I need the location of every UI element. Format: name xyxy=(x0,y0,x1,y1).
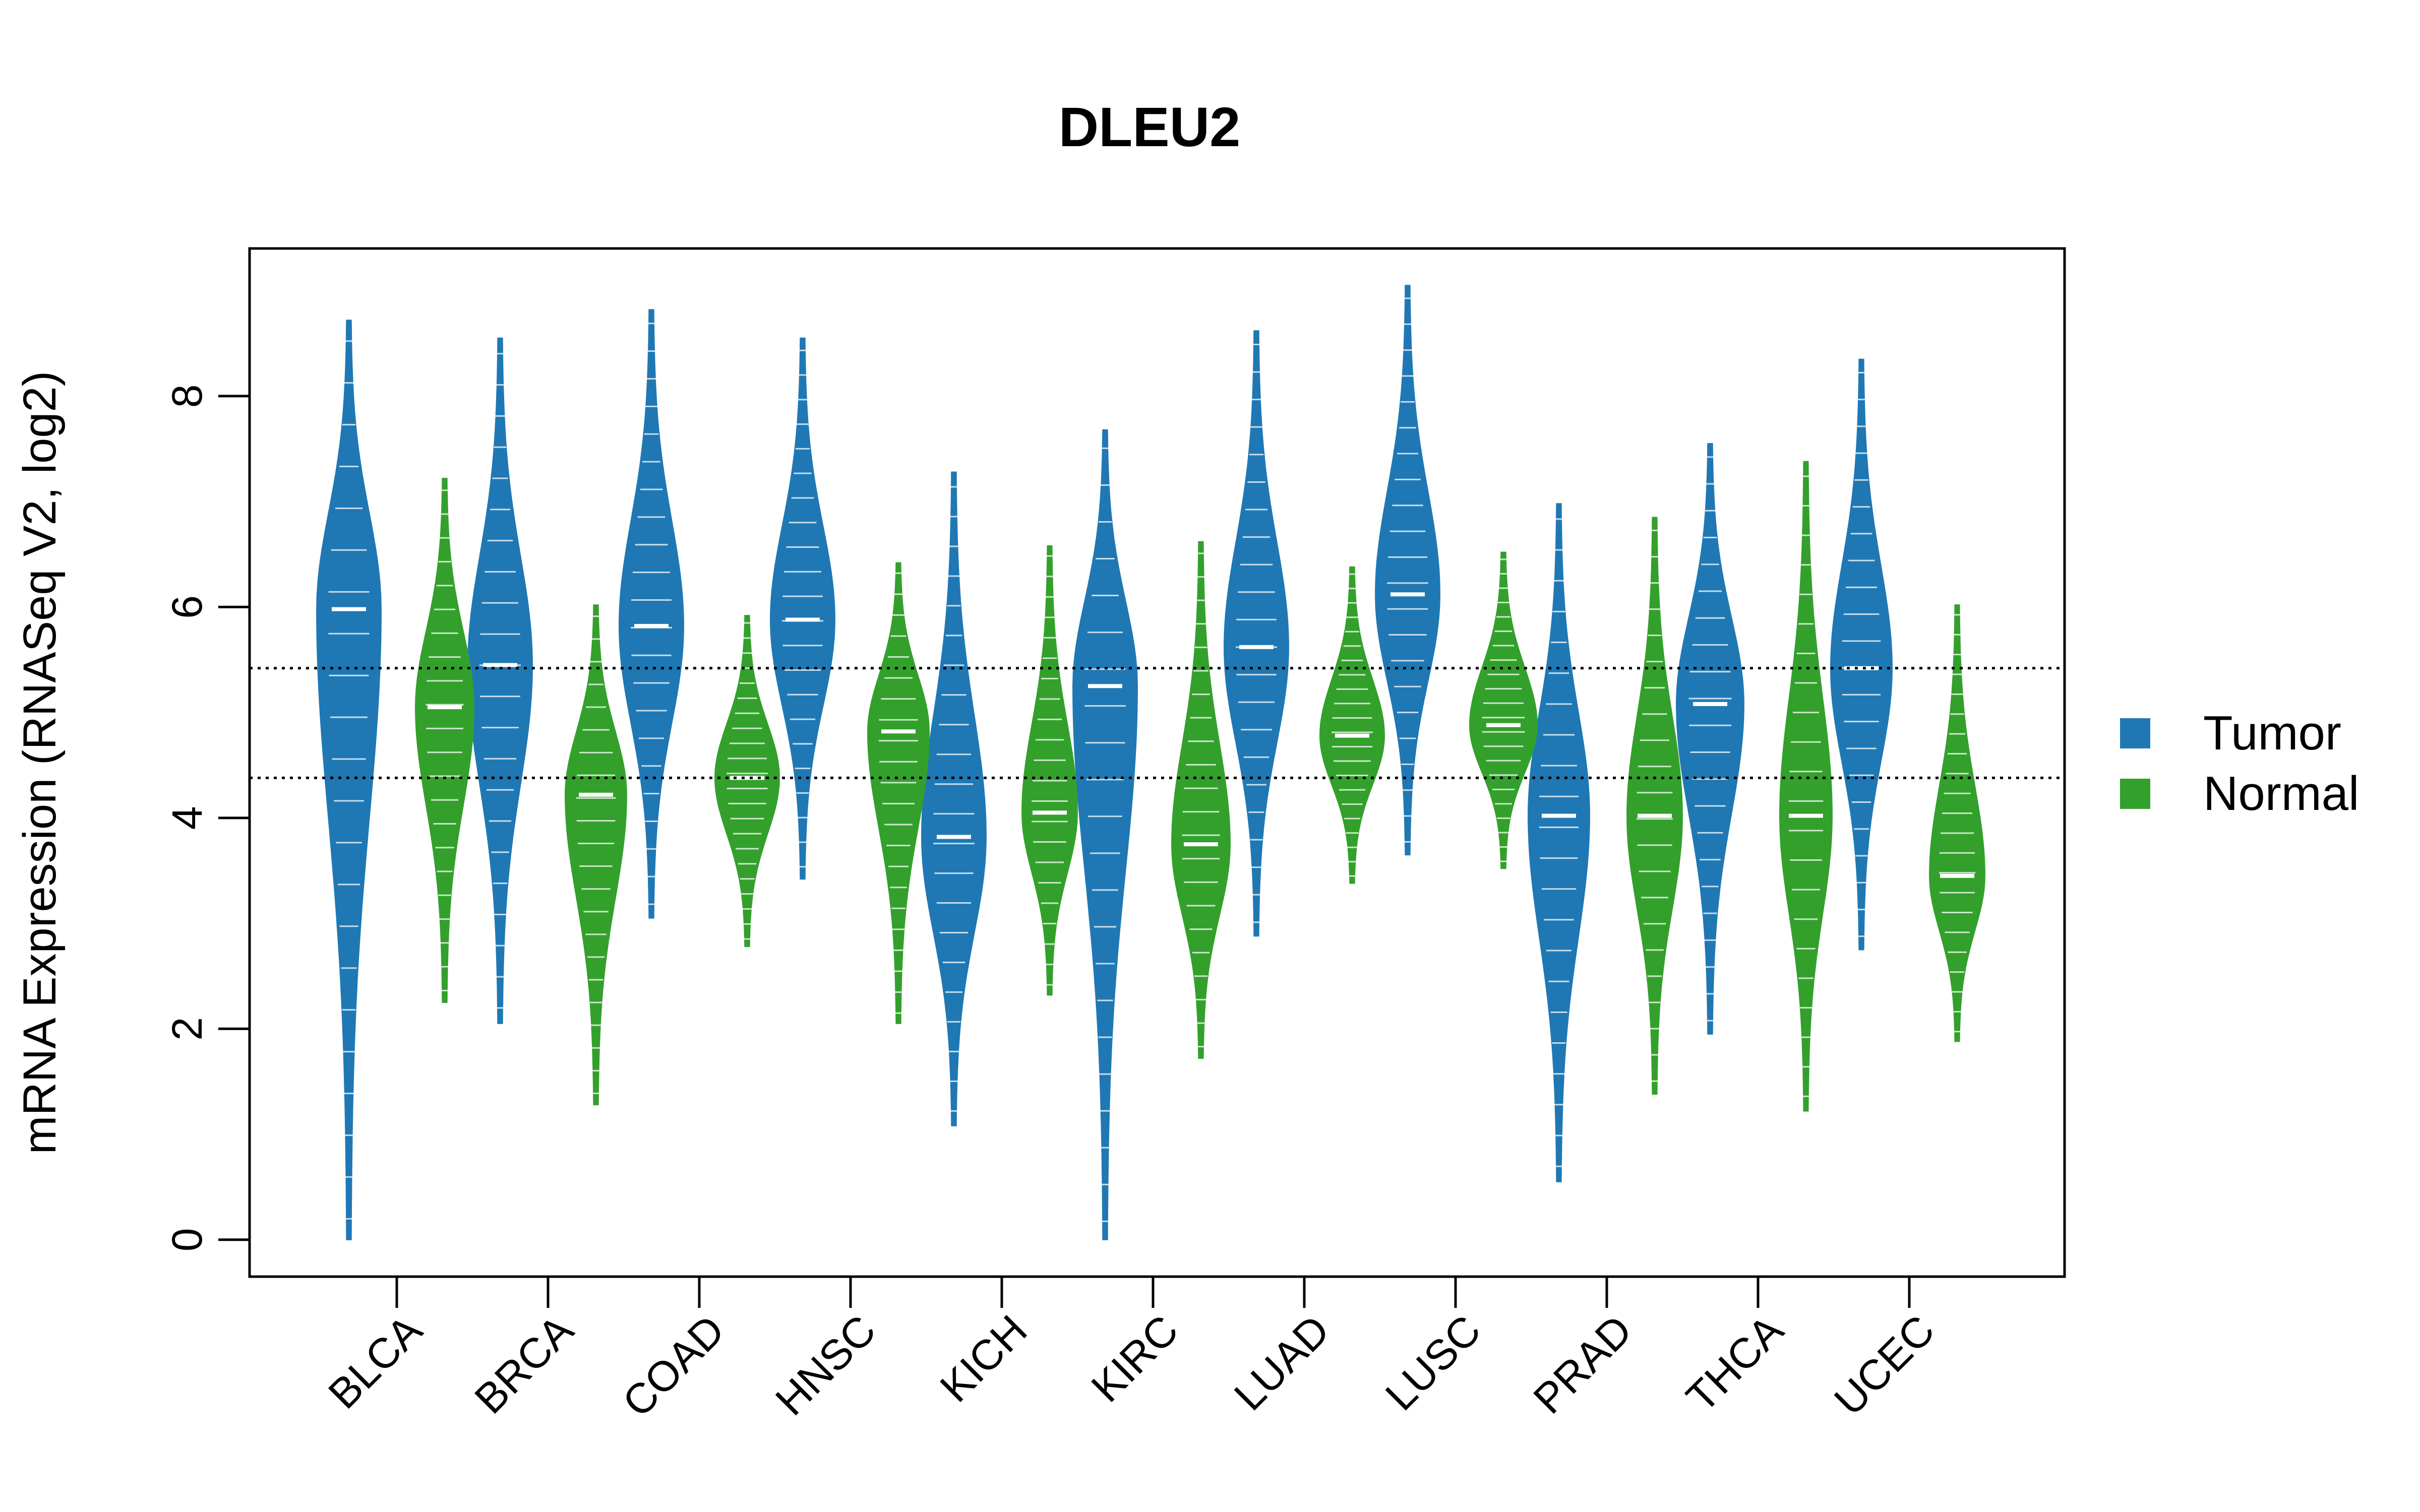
violin-body xyxy=(1223,330,1290,937)
violin-tumor-kirc xyxy=(1072,429,1138,1240)
violin-tumor-prad xyxy=(1527,503,1591,1182)
violin-normal-blca xyxy=(414,478,475,1003)
violin-body xyxy=(1319,566,1385,884)
violin-normal-kirc xyxy=(1171,541,1231,1059)
violin-normal-coad xyxy=(714,615,780,948)
legend-swatch xyxy=(2120,779,2150,809)
y-tick-label: 6 xyxy=(163,595,211,619)
x-tick-label-lusc: LUSC xyxy=(1376,1306,1490,1419)
y-axis-label: mRNA Expression (RNASeq V2, log2) xyxy=(14,371,66,1154)
violin-body xyxy=(618,309,685,919)
violin-normal-kich xyxy=(1021,545,1078,996)
y-tick-label: 8 xyxy=(163,385,211,408)
violin-tumor-thca xyxy=(1676,443,1744,1035)
y-tick-label: 4 xyxy=(163,806,211,830)
violin-body xyxy=(1072,429,1138,1240)
legend-label: Tumor xyxy=(2203,706,2341,760)
plot-marks xyxy=(316,285,1986,1240)
violin-normal-ucec xyxy=(1928,604,1986,1042)
violin-body xyxy=(1375,285,1440,856)
violin-body xyxy=(1021,545,1078,996)
violin-tumor-coad xyxy=(618,309,685,919)
violin-body xyxy=(714,615,780,948)
violin-body xyxy=(867,562,930,1024)
legend-label: Normal xyxy=(2203,767,2359,821)
violin-body xyxy=(1676,443,1744,1035)
violin-body xyxy=(1830,358,1893,951)
violin-body xyxy=(1171,541,1231,1059)
violin-body xyxy=(467,337,533,1024)
violin-tumor-kich xyxy=(921,471,987,1126)
violin-body xyxy=(1527,503,1591,1182)
violin-normal-brca xyxy=(564,604,628,1105)
x-tick-label-hnsc: HNSC xyxy=(766,1306,885,1424)
violin-body xyxy=(316,320,382,1240)
violin-tumor-hnsc xyxy=(769,337,836,880)
x-axis: BLCA BRCA COAD HNSC KICH KIRC LUAD LUSC PRAD THCA… xyxy=(319,1275,1944,1426)
violin-body xyxy=(564,604,628,1105)
legend-item-normal: Normal xyxy=(2120,767,2359,821)
x-tick-label-coad: COAD xyxy=(614,1306,734,1426)
violin-tumor-blca xyxy=(316,320,382,1240)
legend-item-tumor: Tumor xyxy=(2120,706,2341,760)
violin-normal-luad xyxy=(1319,566,1385,884)
violin-tumor-luad xyxy=(1223,330,1290,937)
violin-tumor-ucec xyxy=(1830,358,1893,951)
violin-normal-thca xyxy=(1779,461,1833,1112)
y-axis: 0 2 4 6 8 xyxy=(163,385,251,1251)
legend-swatch xyxy=(2120,718,2150,748)
y-tick-label: 2 xyxy=(163,1017,211,1041)
violin-normal-lusc xyxy=(1469,551,1538,869)
x-tick-label-brca: BRCA xyxy=(465,1306,582,1423)
violin-normal-hnsc xyxy=(867,562,930,1024)
violin-body xyxy=(414,478,475,1003)
x-tick-label-thca: THCA xyxy=(1677,1306,1792,1421)
violin-body xyxy=(1469,551,1538,869)
x-tick-label-kirc: KIRC xyxy=(1082,1306,1187,1411)
x-tick-label-ucec: UCEC xyxy=(1825,1306,1944,1424)
legend: Tumor Normal xyxy=(2120,706,2359,821)
x-tick-label-luad: LUAD xyxy=(1225,1306,1339,1419)
violin-body xyxy=(921,471,987,1126)
x-tick-label-kich: KICH xyxy=(931,1306,1036,1411)
violin-body xyxy=(769,337,836,880)
violin-tumor-lusc xyxy=(1375,285,1440,856)
chart-title: DLEU2 xyxy=(1059,96,1241,158)
violin-body xyxy=(1928,604,1986,1042)
y-tick-label: 0 xyxy=(163,1228,211,1251)
violin-body xyxy=(1626,517,1683,1095)
x-tick-label-prad: PRAD xyxy=(1524,1306,1641,1423)
violin-normal-prad xyxy=(1626,517,1683,1095)
violin-tumor-brca xyxy=(467,337,533,1024)
violin-body xyxy=(1779,461,1833,1112)
x-tick-label-blca: BLCA xyxy=(319,1306,431,1418)
